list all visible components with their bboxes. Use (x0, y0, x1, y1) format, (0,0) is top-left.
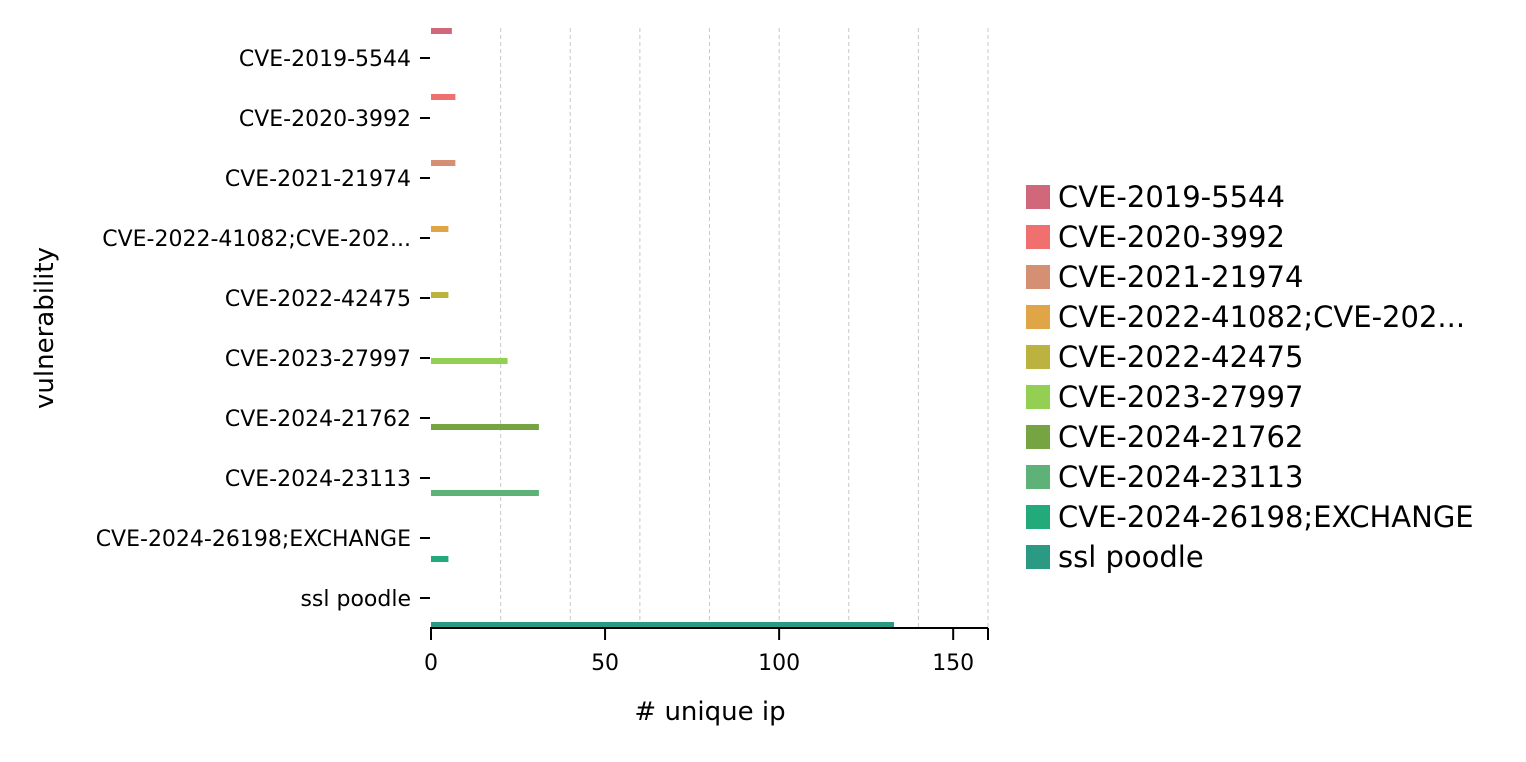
bar (431, 160, 456, 166)
legend-label: CVE-2021-21974 (1058, 260, 1303, 294)
legend-swatch (1026, 345, 1050, 369)
y-tick-label: CVE-2024-21762 (225, 407, 411, 432)
legend-label: CVE-2023-27997 (1058, 380, 1303, 414)
bar-layer (431, 28, 895, 628)
y-tick-label: CVE-2024-23113 (225, 467, 411, 492)
bar (431, 358, 508, 364)
y-tick-label: ssl poodle (300, 587, 411, 612)
bar (431, 28, 452, 34)
legend-label: CVE-2024-21762 (1058, 420, 1303, 454)
x-tick-label: 0 (424, 651, 438, 676)
legend-swatch (1026, 505, 1050, 529)
legend-label: CVE-2024-26198;EXCHANGE (1058, 500, 1474, 534)
grid-layer (500, 28, 989, 628)
bar (431, 226, 449, 232)
bar (431, 94, 456, 100)
y-tick-label: CVE-2021-21974 (225, 167, 411, 192)
legend-swatch (1026, 305, 1050, 329)
y-tick-label: CVE-2022-41082;CVE-202... (102, 227, 411, 252)
y-axis-title: vulnerability (30, 247, 60, 409)
legend-swatch (1026, 185, 1050, 209)
legend-label: ssl poodle (1058, 540, 1204, 574)
legend-label: CVE-2022-42475 (1058, 340, 1303, 374)
legend-swatch (1026, 465, 1050, 489)
legend-swatch (1026, 265, 1050, 289)
x-tick-label: 100 (758, 651, 800, 676)
legend-swatch (1026, 385, 1050, 409)
legend: CVE-2019-5544 CVE-2020-3992 CVE-2021-21974… (1026, 180, 1474, 574)
legend-label: CVE-2019-5544 (1058, 180, 1285, 214)
bar (431, 622, 895, 628)
legend-swatch (1026, 545, 1050, 569)
x-tick-label: 50 (591, 651, 619, 676)
legend-label: CVE-2020-3992 (1058, 220, 1285, 254)
bar (431, 490, 539, 496)
legend-swatch (1026, 425, 1050, 449)
x-axis-title: # unique ip (634, 697, 785, 727)
y-tick-label: CVE-2023-27997 (225, 347, 411, 372)
y-tick-label: CVE-2022-42475 (225, 287, 411, 312)
bar (431, 424, 539, 430)
legend-swatch (1026, 225, 1050, 249)
legend-label: CVE-2022-41082;CVE-202... (1058, 300, 1465, 334)
legend-label: CVE-2024-23113 (1058, 460, 1303, 494)
axis-layer: 0 50 100 150 CVE-2019-5544 CVE-2020-3992 CVE-2… (96, 47, 989, 676)
y-tick-label: CVE-2020-3992 (239, 107, 411, 132)
y-tick-label: CVE-2019-5544 (239, 47, 411, 72)
x-tick-label: 150 (932, 651, 974, 676)
y-tick-label: CVE-2024-26198;EXCHANGE (96, 527, 411, 552)
bar (431, 556, 449, 562)
bar (431, 292, 449, 298)
